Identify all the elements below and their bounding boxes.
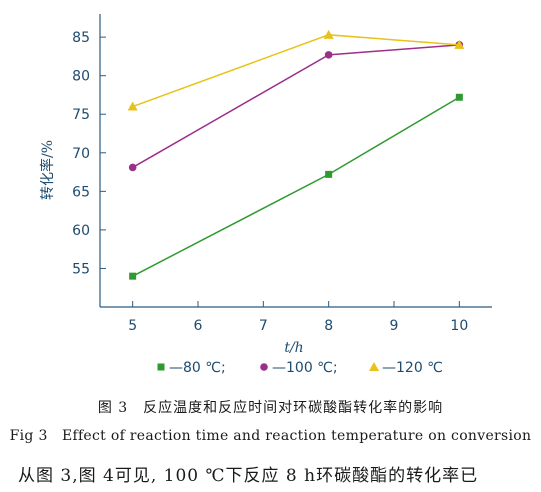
series-line-1 [132,44,460,169]
series-line-0 [132,96,460,277]
x-tick-label: 7 [259,318,268,334]
y-tick-label: 80 [72,69,90,85]
y-axis-title: 转化率/% [39,140,56,200]
data-point-marker [325,170,333,178]
x-tick-label: 8 [324,318,333,334]
y-tick-label: 55 [72,261,90,277]
legend-label-2: —120 ℃ [382,360,443,376]
body-text-line: 从图 3,图 4可见, 100 ℃下反应 8 h环碳酸酯的转化率已 [18,466,479,486]
legend-label-1: —100 ℃; [272,360,338,376]
chart-axes: 55 60 65 70 75 80 85 5 6 7 8 9 10 t/h 转化率/% [39,14,492,356]
legend-marker-1 [260,363,268,371]
x-tick-label: 5 [128,318,137,334]
y-tick-label: 75 [72,107,90,123]
chart-legend: —80 ℃; —100 ℃; —120 ℃ [157,360,443,376]
data-point-marker [128,163,137,172]
y-tick-label: 60 [72,223,90,239]
data-point-marker [323,29,334,39]
data-point-marker [454,39,465,49]
y-tick-label: 65 [72,184,90,200]
x-tick-label: 9 [390,318,399,334]
figure-caption-chinese: 图 3 反应温度和反应时间对环碳酸酯转化率的影响 [97,400,444,416]
figure-caption-english: Fig 3 Effect of reaction time and reacti… [9,428,532,444]
data-point-marker [127,101,138,111]
data-point-marker [324,51,333,59]
legend-marker-0 [157,363,165,371]
series-line-2 [132,34,460,108]
legend-marker-2 [369,362,379,371]
series-group-1 [128,41,464,172]
chart-series [127,29,465,280]
series-group-0 [129,93,463,280]
x-axis-title: t/h [284,340,303,356]
data-point-marker [455,93,463,101]
y-tick-label: 85 [72,30,90,46]
x-tick-label: 6 [194,318,203,334]
x-tick-label: 10 [450,318,468,334]
y-tick-label: 70 [72,146,90,162]
data-point-marker [129,272,137,280]
series-group-2 [127,29,465,111]
legend-label-0: —80 ℃; [169,360,226,376]
